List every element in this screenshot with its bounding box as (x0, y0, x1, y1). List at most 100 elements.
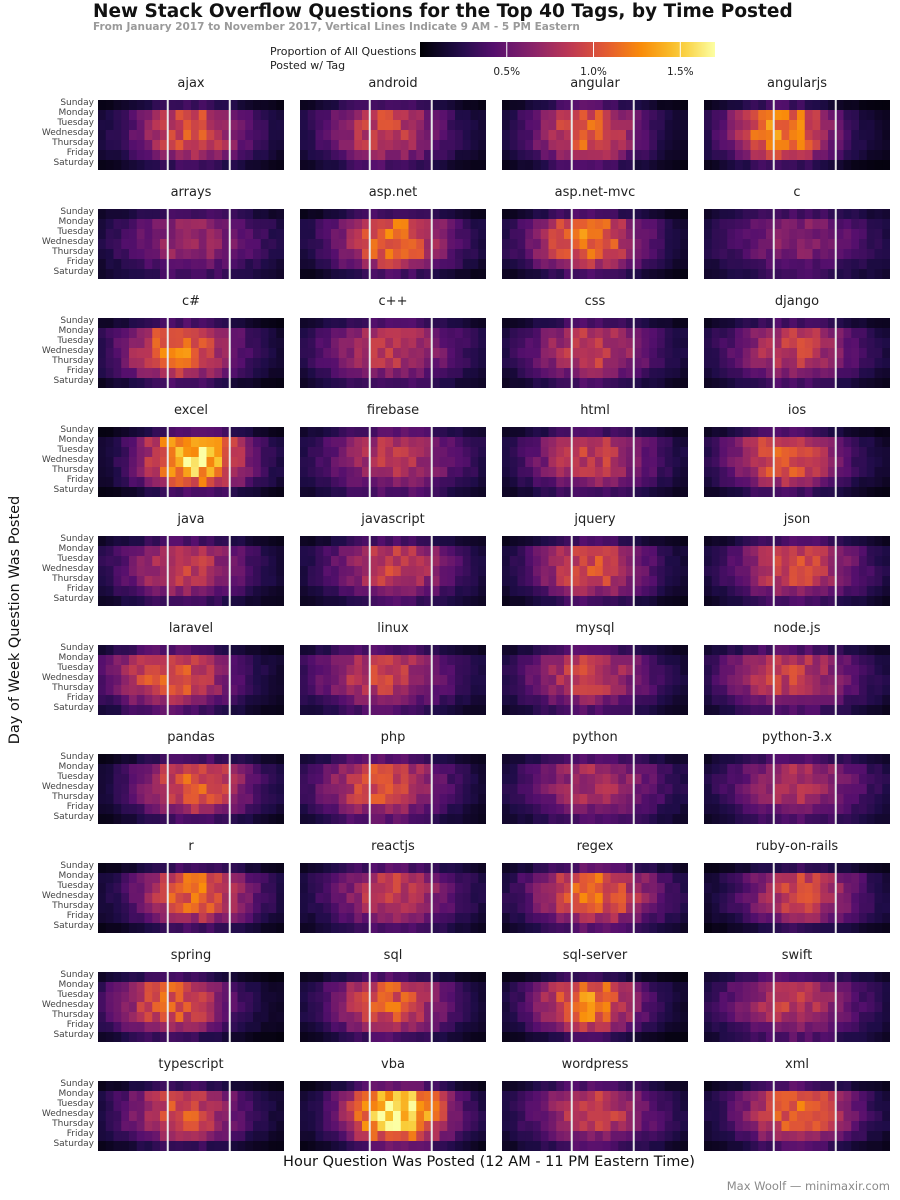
heat-cell (556, 120, 565, 131)
heat-cell (719, 784, 728, 795)
y-tick-label: Sunday (60, 425, 94, 435)
heat-cell (711, 804, 720, 815)
heat-cell (198, 269, 207, 279)
heat-cell (750, 318, 759, 329)
heat-cell (851, 675, 860, 686)
heat-cell (649, 556, 658, 567)
heat-cell (517, 814, 526, 824)
heat-cell (160, 655, 169, 666)
heat-cell (478, 328, 486, 339)
heat-cell (866, 814, 875, 824)
heat-cell (113, 665, 122, 676)
heat-cell (260, 695, 269, 706)
heat-cell (198, 358, 207, 369)
heat-cell (797, 774, 806, 785)
heat-cell (222, 368, 231, 379)
heat-cell (113, 467, 122, 478)
heat-cell (447, 576, 456, 587)
heat-cell (742, 259, 751, 270)
heat-cell (727, 467, 736, 478)
heat-cell (362, 665, 371, 676)
heat-cell (828, 774, 837, 785)
heat-cell (183, 269, 192, 279)
heat-cell (835, 655, 844, 666)
heat-cell (540, 110, 549, 121)
heat-cell (338, 457, 347, 468)
heat-cell (571, 378, 580, 388)
heat-cell (610, 110, 619, 121)
heat-cell (98, 328, 107, 339)
heat-cell (447, 586, 456, 597)
heat-cell (727, 804, 736, 815)
heat-cell (385, 368, 394, 379)
heat-cell (300, 328, 309, 339)
heat-cell (198, 328, 207, 339)
heat-cell (253, 873, 262, 884)
heat-cell (804, 120, 813, 131)
heat-cell (874, 239, 883, 250)
heat-cell (727, 586, 736, 597)
heat-cell (548, 120, 557, 131)
heat-cell (564, 536, 573, 547)
heat-cell (843, 437, 852, 448)
heat-cell (400, 645, 409, 656)
heat-cell (377, 269, 386, 279)
heat-cell (571, 566, 580, 577)
heat-cell (672, 804, 681, 815)
heat-cell (315, 437, 324, 448)
heat-cell (191, 437, 200, 448)
heat-cell (455, 130, 464, 141)
heat-cell (206, 586, 215, 597)
heat-cell (346, 487, 355, 497)
heat-cell (400, 140, 409, 151)
heat-cell (354, 378, 363, 388)
heat-cell (121, 536, 130, 547)
heat-cell (742, 110, 751, 121)
heat-cell (571, 219, 580, 230)
heat-cell (331, 804, 340, 815)
heat-cell (260, 893, 269, 904)
heat-cell (478, 368, 486, 379)
heat-cell (874, 754, 883, 765)
heat-cell (641, 427, 650, 438)
heat-cell (773, 378, 782, 388)
heat-cell (385, 229, 394, 240)
heat-cell (362, 378, 371, 388)
heat-cell (377, 764, 386, 775)
heat-cell (206, 378, 215, 388)
heat-cell (105, 883, 114, 894)
heat-cell (664, 774, 673, 785)
heat-cell (315, 695, 324, 706)
heat-cell (556, 804, 565, 815)
heat-cell (400, 754, 409, 765)
heat-cell (812, 804, 821, 815)
heat-cell (672, 467, 681, 478)
heat-cell (556, 675, 565, 686)
heat-cell (346, 566, 355, 577)
heat-cell (649, 209, 658, 220)
heat-cell (835, 328, 844, 339)
heat-cell (735, 774, 744, 785)
heat-cell (439, 140, 448, 151)
heat-cell (260, 487, 269, 497)
heat-cell (866, 100, 875, 111)
heat-cell (719, 437, 728, 448)
heat-cell (680, 120, 688, 131)
heat-cell (393, 378, 402, 388)
heat-cell (175, 804, 184, 815)
heat-cell (711, 645, 720, 656)
heat-cell (525, 487, 534, 497)
heat-cell (579, 140, 588, 151)
heat-cell (98, 120, 107, 131)
heat-cell (548, 784, 557, 795)
heat-cell (276, 764, 284, 775)
heat-cell (727, 695, 736, 706)
heat-cell (664, 358, 673, 369)
heat-cell (121, 160, 130, 170)
heat-cell (595, 368, 604, 379)
heat-cell (649, 120, 658, 131)
heat-cell (300, 100, 309, 111)
heat-cell (245, 219, 254, 230)
heat-cell (439, 130, 448, 141)
heat-cell (641, 536, 650, 547)
